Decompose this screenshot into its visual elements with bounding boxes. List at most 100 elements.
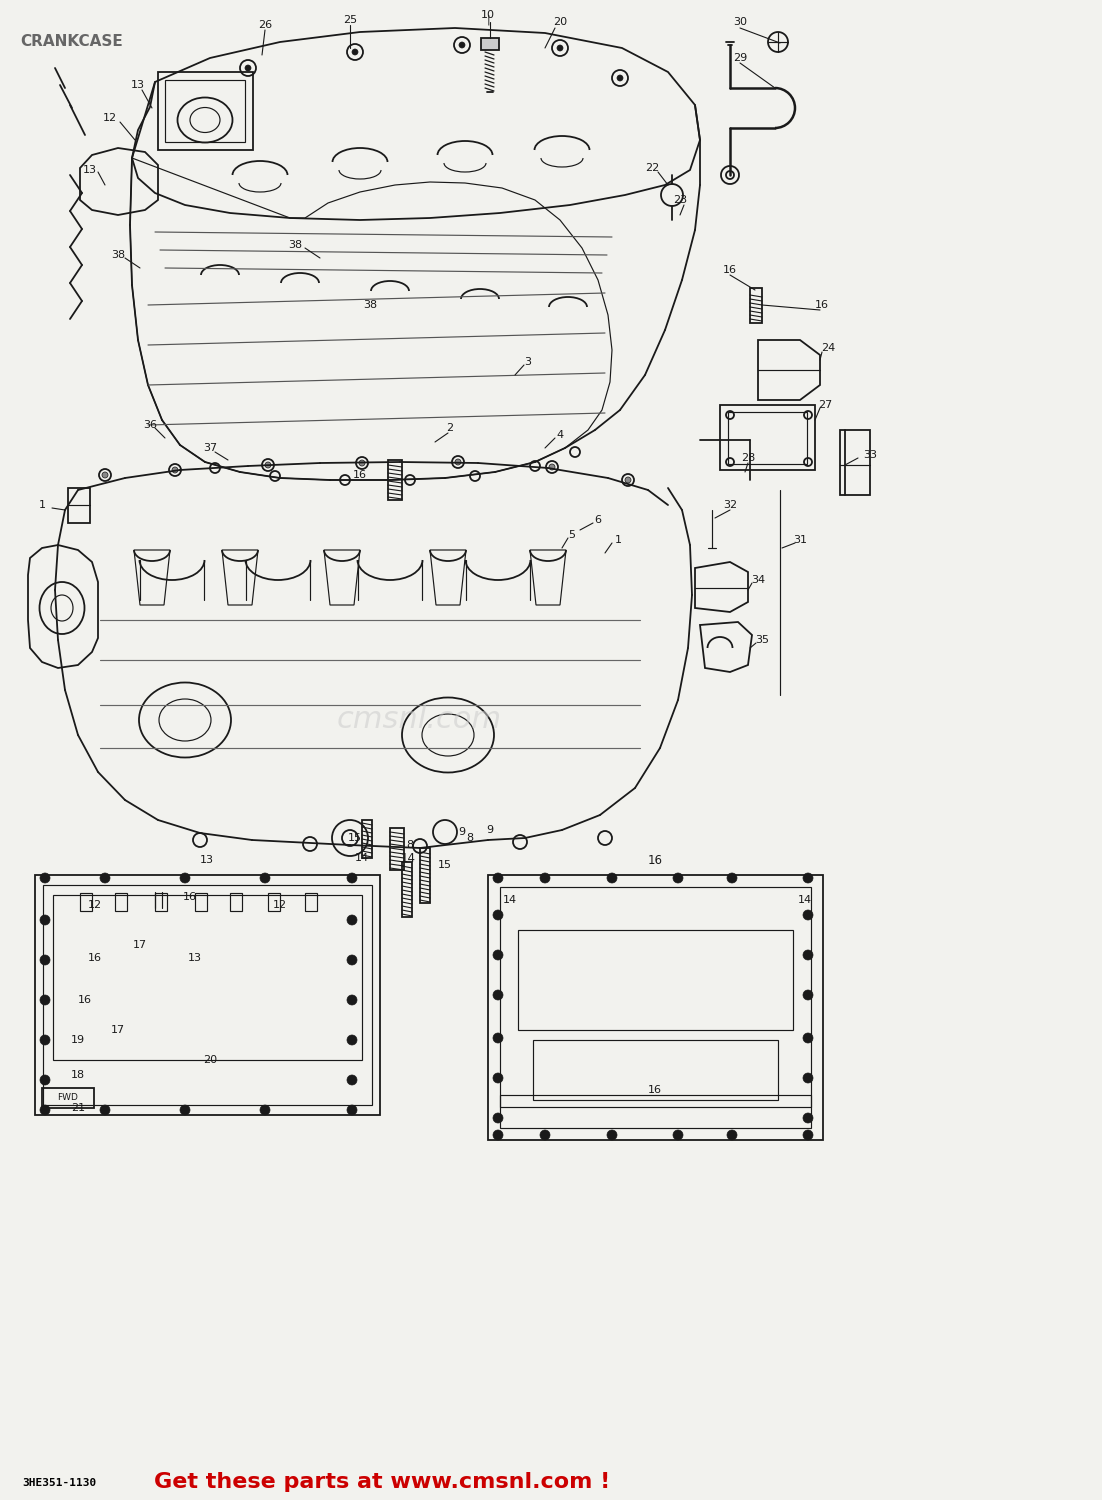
Text: 29: 29 bbox=[733, 53, 747, 63]
Bar bbox=[480, 38, 499, 50]
Circle shape bbox=[540, 1130, 550, 1140]
Bar bbox=[195, 892, 207, 910]
Text: 18: 18 bbox=[71, 1070, 85, 1080]
Text: 13: 13 bbox=[188, 952, 202, 963]
Bar bbox=[53, 896, 361, 1060]
Bar bbox=[720, 405, 815, 470]
Bar bbox=[42, 1088, 94, 1108]
Text: cmsnl.com: cmsnl.com bbox=[336, 705, 501, 735]
Bar bbox=[68, 488, 90, 524]
Text: 10: 10 bbox=[480, 10, 495, 20]
Bar bbox=[268, 892, 280, 910]
Circle shape bbox=[180, 873, 190, 883]
Circle shape bbox=[557, 45, 563, 51]
Circle shape bbox=[102, 472, 108, 478]
Text: 19: 19 bbox=[71, 1035, 85, 1046]
Text: 9: 9 bbox=[458, 827, 465, 837]
Circle shape bbox=[803, 1113, 813, 1124]
Text: 35: 35 bbox=[755, 634, 769, 645]
Text: 2: 2 bbox=[446, 423, 454, 433]
Text: 16: 16 bbox=[723, 266, 737, 274]
Circle shape bbox=[493, 1034, 503, 1042]
Circle shape bbox=[40, 994, 50, 1005]
Text: 38: 38 bbox=[111, 251, 125, 260]
Bar bbox=[155, 892, 168, 910]
Text: 30: 30 bbox=[733, 16, 747, 27]
Text: 16: 16 bbox=[353, 470, 367, 480]
Circle shape bbox=[100, 873, 110, 883]
Text: 37: 37 bbox=[203, 442, 217, 453]
Text: 17: 17 bbox=[111, 1024, 125, 1035]
Circle shape bbox=[352, 50, 358, 55]
Text: 9: 9 bbox=[486, 825, 494, 836]
Circle shape bbox=[347, 956, 357, 964]
Bar bbox=[361, 821, 372, 858]
Circle shape bbox=[40, 1106, 50, 1114]
Circle shape bbox=[625, 477, 631, 483]
Text: 13: 13 bbox=[83, 165, 97, 176]
Circle shape bbox=[803, 1130, 813, 1140]
Circle shape bbox=[607, 873, 617, 883]
Circle shape bbox=[493, 990, 503, 1000]
Circle shape bbox=[673, 1130, 683, 1140]
Bar bbox=[35, 874, 380, 1114]
Text: 12: 12 bbox=[102, 112, 117, 123]
Text: 4: 4 bbox=[557, 430, 563, 439]
Bar bbox=[115, 892, 127, 910]
Text: 33: 33 bbox=[863, 450, 877, 460]
Text: 14: 14 bbox=[798, 896, 812, 904]
Text: 3HE351-1130: 3HE351-1130 bbox=[22, 1478, 96, 1488]
Text: 24: 24 bbox=[821, 344, 835, 352]
Circle shape bbox=[347, 873, 357, 883]
Circle shape bbox=[347, 1106, 357, 1114]
Circle shape bbox=[493, 1130, 503, 1140]
Circle shape bbox=[803, 1034, 813, 1042]
Bar bbox=[158, 72, 253, 150]
Text: 15: 15 bbox=[348, 833, 361, 843]
Circle shape bbox=[264, 462, 271, 468]
Bar bbox=[402, 862, 412, 916]
Circle shape bbox=[40, 1035, 50, 1046]
Text: 1: 1 bbox=[39, 500, 45, 510]
Bar bbox=[305, 892, 317, 910]
Circle shape bbox=[607, 1130, 617, 1140]
Circle shape bbox=[40, 915, 50, 926]
Circle shape bbox=[455, 459, 461, 465]
Circle shape bbox=[727, 1130, 737, 1140]
Text: 20: 20 bbox=[203, 1054, 217, 1065]
Text: 6: 6 bbox=[594, 514, 602, 525]
Text: 36: 36 bbox=[143, 420, 156, 430]
Bar bbox=[80, 892, 91, 910]
Circle shape bbox=[493, 910, 503, 920]
Text: 20: 20 bbox=[553, 16, 568, 27]
Circle shape bbox=[549, 464, 555, 470]
Text: CRANKCASE: CRANKCASE bbox=[20, 34, 122, 50]
Text: 8: 8 bbox=[466, 833, 474, 843]
Text: 16: 16 bbox=[183, 892, 197, 902]
Circle shape bbox=[493, 1113, 503, 1124]
Text: 21: 21 bbox=[71, 1102, 85, 1113]
Text: 27: 27 bbox=[818, 400, 832, 410]
Bar bbox=[43, 885, 372, 1106]
Circle shape bbox=[40, 956, 50, 964]
Text: 28: 28 bbox=[741, 453, 755, 464]
Bar bbox=[750, 288, 761, 322]
Text: 38: 38 bbox=[363, 300, 377, 310]
Circle shape bbox=[359, 460, 365, 466]
Text: 32: 32 bbox=[723, 500, 737, 510]
Circle shape bbox=[493, 950, 503, 960]
Bar bbox=[518, 930, 793, 1030]
Text: 16: 16 bbox=[78, 994, 91, 1005]
Text: 14: 14 bbox=[355, 853, 369, 862]
Text: Get these parts at www.cmsnl.com !: Get these parts at www.cmsnl.com ! bbox=[154, 1473, 611, 1492]
Bar bbox=[500, 1095, 811, 1128]
Circle shape bbox=[172, 466, 179, 472]
Circle shape bbox=[617, 75, 623, 81]
Circle shape bbox=[493, 1072, 503, 1083]
Bar bbox=[840, 430, 869, 495]
Bar bbox=[390, 828, 404, 870]
Circle shape bbox=[673, 873, 683, 883]
Text: 12: 12 bbox=[88, 900, 102, 910]
Bar bbox=[728, 413, 807, 464]
Bar bbox=[230, 892, 242, 910]
